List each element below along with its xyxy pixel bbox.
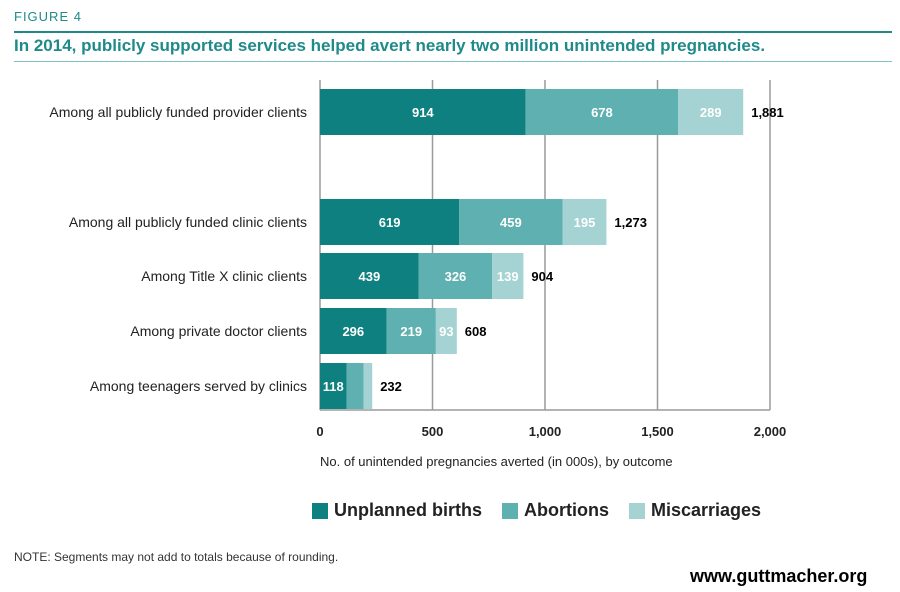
total-label: 904 <box>531 269 553 284</box>
category-label: Among teenagers served by clinics <box>90 378 307 394</box>
stacked-bar-chart: 0 500 1,000 1,500 2,000 Among all publicly fu… <box>49 80 787 439</box>
figure-label: FIGURE 4 <box>14 9 82 24</box>
footnote: NOTE: Segments may not add to totals bec… <box>14 550 339 564</box>
legend-item-unplanned-births: Unplanned births <box>312 500 482 521</box>
legend-label-abortions: Abortions <box>524 500 609 520</box>
category-label: Among all publicly funded provider clien… <box>49 104 307 120</box>
chart-title: In 2014, publicly supported services hel… <box>14 36 766 55</box>
legend-label-unplanned-births: Unplanned births <box>334 500 482 520</box>
segment-label: 326 <box>445 269 467 284</box>
total-label: 608 <box>465 324 487 339</box>
x-tick-label: 0 <box>316 424 323 439</box>
x-tick-label: 1,500 <box>641 424 674 439</box>
bar-segment <box>386 308 436 354</box>
category-label: Among Title X clinic clients <box>141 268 307 284</box>
total-label: 1,881 <box>751 105 784 120</box>
segment-label: 195 <box>574 215 596 230</box>
x-axis-label: No. of unintended pregnancies averted (i… <box>320 454 673 469</box>
legend-label-miscarriages: Miscarriages <box>651 500 762 520</box>
segment-label: 93 <box>439 324 453 339</box>
bar-segment <box>562 199 607 245</box>
segment-label: 619 <box>379 215 401 230</box>
segment-label: 678 <box>591 105 613 120</box>
bar-segment <box>320 363 347 409</box>
legend-item-abortions: Abortions <box>502 500 609 521</box>
legend-swatch-miscarriages <box>629 502 645 519</box>
bar-segment <box>320 308 387 354</box>
legend-swatch-abortions <box>502 502 518 519</box>
legend-swatch-unplanned-births <box>312 502 328 519</box>
bar-segment <box>320 89 526 135</box>
bar-segment <box>418 253 493 299</box>
source-url[interactable]: www.guttmacher.org <box>690 566 868 586</box>
segment-label: 139 <box>497 269 519 284</box>
segment-label: 118 <box>323 379 344 394</box>
bar-segment <box>678 89 744 135</box>
total-label: 1,273 <box>614 215 647 230</box>
x-tick-label: 1,000 <box>529 424 562 439</box>
title-rule-top <box>14 31 892 33</box>
bar-segment <box>320 253 419 299</box>
bar-segment <box>363 363 373 409</box>
bar-segment <box>320 199 460 245</box>
segment-label: 219 <box>400 324 422 339</box>
total-label: 232 <box>380 379 402 394</box>
segment-label: 439 <box>359 269 381 284</box>
segment-label: 289 <box>700 105 722 120</box>
title-rule-bottom <box>14 61 892 62</box>
legend-item-miscarriages: Miscarriages <box>629 500 761 521</box>
bar-segment <box>525 89 679 135</box>
category-label: Among private doctor clients <box>130 323 307 339</box>
bar-segment <box>435 308 457 354</box>
category-label: Among all publicly funded clinic clients <box>69 214 307 230</box>
segment-label: 914 <box>412 105 434 120</box>
chart-legend: Unplanned births Abortions Miscarriages <box>312 500 781 521</box>
x-tick-label: 2,000 <box>754 424 787 439</box>
segment-label: 459 <box>500 215 522 230</box>
x-tick-label: 500 <box>422 424 444 439</box>
segment-label: 296 <box>342 324 364 339</box>
bar-segment <box>346 363 364 409</box>
bar-segment <box>492 253 524 299</box>
bar-segment <box>459 199 563 245</box>
